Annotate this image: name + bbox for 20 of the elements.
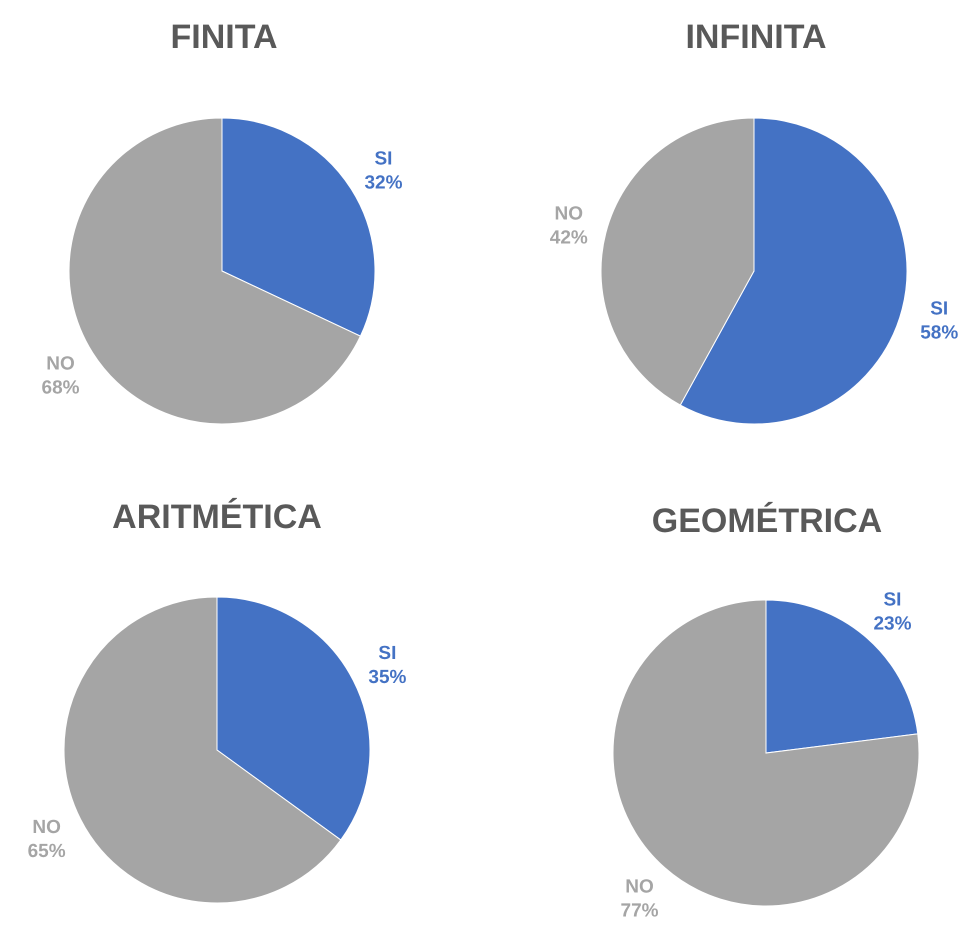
data-label: 42% [550, 227, 588, 248]
slice-label: NO [32, 816, 61, 838]
slice-label: SI [930, 298, 948, 320]
data-label: 35% [368, 667, 407, 688]
slice-label: NO [554, 203, 584, 224]
slice-label: SI [884, 590, 902, 611]
chart-title: INFINITA [685, 18, 827, 56]
data-label: 65% [28, 840, 66, 862]
chart-title: GEOMÉTRICA [652, 501, 882, 540]
slice-label: SI [374, 148, 392, 170]
data-label: 58% [920, 322, 958, 344]
data-label: 23% [873, 614, 912, 635]
slice-label: SI [378, 643, 396, 664]
data-label: 77% [620, 900, 659, 922]
slice-label: NO [625, 876, 654, 898]
chart-title: ARITMÉTICA [112, 497, 322, 536]
data-label: 68% [42, 377, 80, 398]
chart-title: FINITA [170, 18, 278, 56]
slice-label: NO [46, 353, 75, 374]
data-label: 32% [364, 172, 403, 194]
